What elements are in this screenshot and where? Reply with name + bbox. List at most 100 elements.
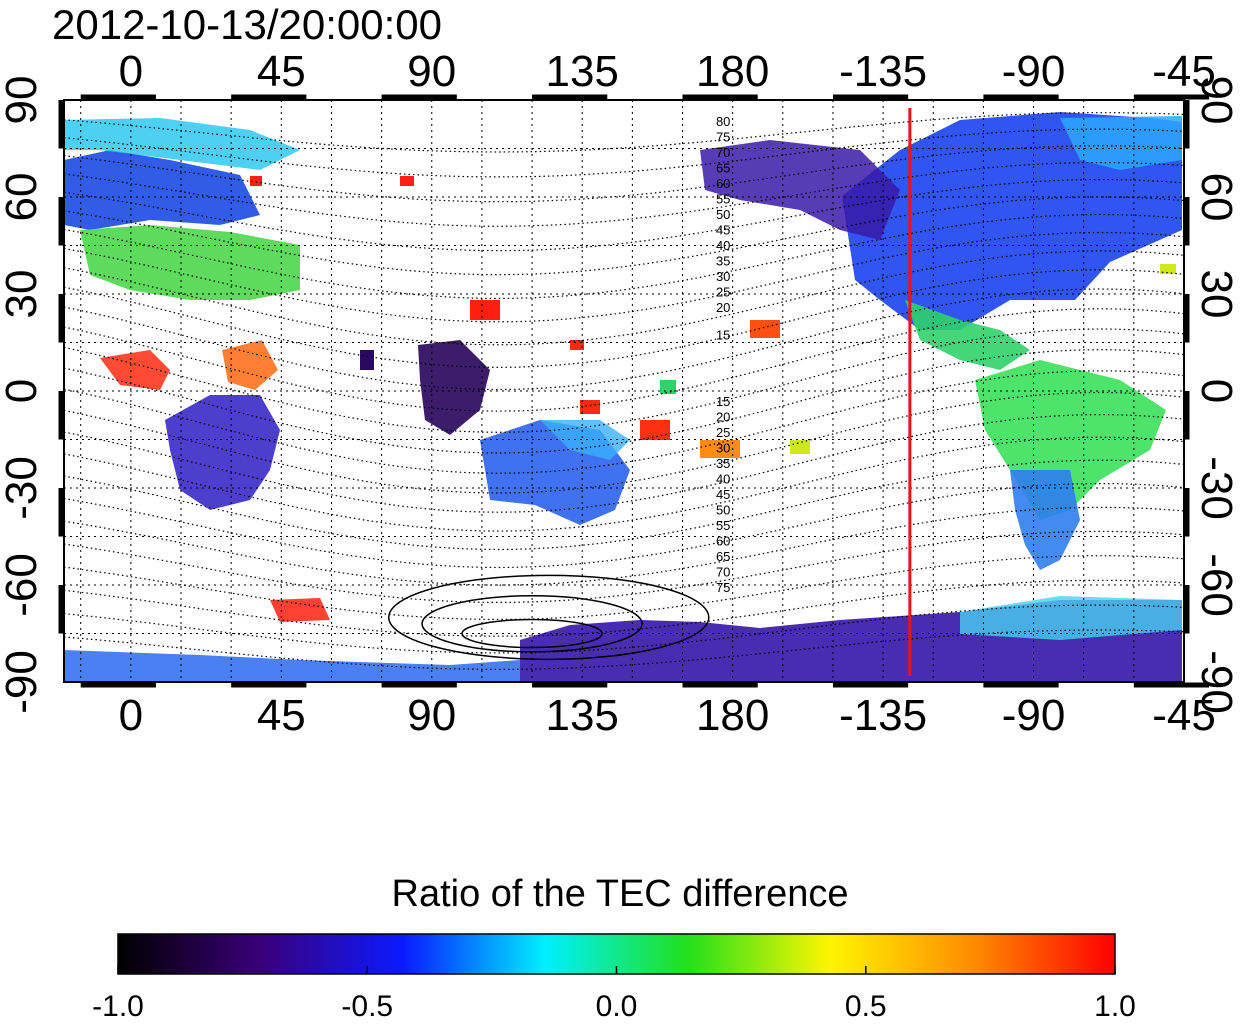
tec-patch — [750, 320, 780, 338]
contour-line — [64, 231, 1184, 323]
tec-region-north-america-purple — [700, 140, 900, 240]
contour-line — [64, 161, 1184, 227]
contour-label-north: 25 — [716, 285, 730, 300]
longitude-tick-top: 135 — [545, 47, 618, 96]
contour-label-south: 45 — [716, 487, 730, 502]
longitude-tick-bottom: 45 — [257, 691, 306, 740]
colorbar-tick-label: 1.0 — [1094, 990, 1136, 1023]
contour-line — [64, 436, 1184, 532]
longitude-ticks-top: 0 45 90 135 180 -135 -90 -45 — [119, 47, 1216, 96]
colorbar-tick-label: -1.0 — [92, 990, 144, 1023]
longitude-tick-bottom: 135 — [545, 691, 618, 740]
contour-ellipse — [421, 595, 643, 653]
colorbar-tick-label: 0.0 — [596, 990, 638, 1023]
tec-region-australia-cyan — [540, 420, 630, 460]
contour-label-north: 60 — [716, 176, 730, 191]
contour-label-south: 55 — [716, 518, 730, 533]
contour-line — [64, 459, 1184, 551]
tec-region-arctic-cyan — [64, 118, 300, 170]
longitude-tick-top: -135 — [839, 47, 927, 96]
contour-label-north: 55 — [716, 192, 730, 207]
longitude-tick-bottom: -90 — [1002, 691, 1066, 740]
contour-label-south: 65 — [716, 549, 730, 564]
tec-region-east-africa — [222, 340, 278, 390]
magnetic-contours — [64, 112, 1184, 670]
tec-region-southern-ocean-red — [270, 598, 330, 622]
latitude-tick-left: 30 — [0, 270, 46, 319]
contour-line — [64, 250, 1184, 346]
latitude-tick-right: -60 — [1192, 553, 1240, 617]
tec-patch — [660, 380, 676, 394]
longitude-tick-top: -90 — [1002, 47, 1066, 96]
latitude-tick-right: 60 — [1192, 173, 1240, 222]
contour-label-north: 20 — [716, 300, 730, 315]
contour-line — [64, 145, 1184, 203]
contour-label-south: 25 — [716, 425, 730, 440]
tec-patch — [580, 400, 600, 414]
contour-label-north: 80 — [716, 114, 730, 129]
latitude-tick-right: -90 — [1192, 650, 1240, 714]
longitude-tick-bottom: 90 — [407, 691, 456, 740]
contour-line — [64, 579, 1184, 637]
latitude-tick-right: 0 — [1192, 379, 1240, 403]
contour-label-north: 65 — [716, 161, 730, 176]
latitude-tick-right: -30 — [1192, 456, 1240, 520]
contour-label-north: 70 — [716, 145, 730, 160]
latitude-tick-left: -30 — [0, 456, 46, 520]
map-border-ticks — [58, 94, 1210, 688]
colorbar-tick-label: -0.5 — [341, 990, 393, 1023]
map-frame — [63, 99, 1185, 683]
tec-region-europe-blue — [64, 150, 260, 230]
tec-region-indonesia — [418, 340, 490, 435]
tec-patch — [640, 420, 670, 440]
map-gridlines — [64, 100, 1184, 682]
latitude-ticks-left: 90 60 30 0 -30 -60 -90 — [0, 76, 46, 714]
latitude-tick-left: -90 — [0, 650, 46, 714]
contour-line — [64, 196, 1184, 276]
tec-patch — [360, 350, 374, 370]
contour-label-north: 15 — [716, 328, 730, 343]
colorbar-title: Ratio of the TEC difference — [391, 873, 849, 915]
map-timestamp-title: 2012-10-13/20:00:00 — [52, 1, 442, 48]
contour-label-south: 50 — [716, 503, 730, 518]
contour-line — [64, 629, 1184, 670]
contour-label-north: 40 — [716, 238, 730, 253]
longitude-tick-bottom: 0 — [119, 691, 143, 740]
longitude-tick-top: 45 — [257, 47, 306, 96]
contour-ellipse — [388, 574, 710, 661]
tec-region-north-america — [842, 112, 1182, 330]
tec-patch — [1160, 264, 1176, 274]
longitude-tick-bottom: -45 — [1152, 691, 1216, 740]
tec-region-central-america — [905, 300, 1030, 370]
contour-line — [64, 506, 1184, 586]
colorbar-ticks: -1.0 -0.5 0.0 0.5 1.0 — [92, 966, 1136, 1023]
contour-label-south: 60 — [716, 534, 730, 549]
contour-label-north: 35 — [716, 254, 730, 269]
tec-region-south-america-south — [1010, 470, 1080, 570]
tec-region-antarctica-blue — [64, 650, 520, 682]
latitude-tick-right: 90 — [1192, 76, 1240, 125]
contour-label-south: 70 — [716, 565, 730, 580]
contour-label-south: 20 — [716, 410, 730, 425]
longitude-tick-top: 0 — [119, 47, 143, 96]
colorbar-tick-label: 0.5 — [845, 990, 887, 1023]
latitude-tick-left: -60 — [0, 553, 46, 617]
latitude-ticks-right: 90 60 30 0 -30 -60 -90 — [1192, 76, 1240, 714]
contour-label-south: 35 — [716, 456, 730, 471]
tec-patch — [470, 300, 500, 320]
tec-patch — [250, 176, 262, 186]
contour-line — [64, 112, 1184, 153]
contour-label-south: 15 — [716, 394, 730, 409]
longitude-ticks-bottom: 0 45 90 135 180 -135 -90 -45 — [119, 691, 1216, 740]
longitude-tick-top: 180 — [696, 47, 769, 96]
tec-patch — [790, 440, 810, 454]
tec-region-antarctica-cyan — [960, 596, 1182, 640]
contour-label-south: 30 — [716, 441, 730, 456]
tec-patch — [400, 176, 414, 186]
tec-data-layer — [64, 112, 1182, 682]
tec-region-europe-green — [80, 225, 300, 300]
longitude-tick-top: -45 — [1152, 47, 1216, 96]
contour-label-south: 40 — [716, 472, 730, 487]
tec-region-africa-south — [165, 395, 280, 510]
